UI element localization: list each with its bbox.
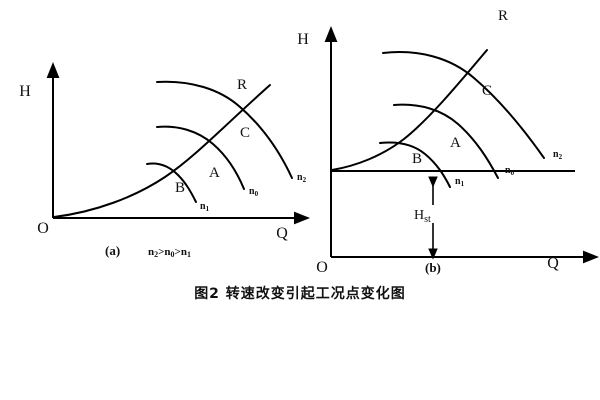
chart-a-curve-label-n0: n0 (249, 186, 259, 198)
chart-a-operating-point-B: B (175, 180, 185, 196)
chart-a-origin-label: O (37, 220, 49, 237)
chart-b-curve-label-n2: n2 (553, 149, 563, 161)
chart-a-pump-curve-n2 (156, 80, 293, 179)
chart-panel-b: H Q O n1 n0 n2 B A C R (297, 8, 599, 276)
chart-a-panel-label: (a) (105, 243, 120, 258)
chart-b-origin-label: O (316, 259, 328, 276)
chart-b-operating-point-B: B (412, 151, 422, 167)
chart-b-static-head-label-backing (412, 205, 454, 223)
chart-a-system-curve-label-R: R (237, 77, 247, 93)
chart-a-pump-curve-n1 (146, 162, 197, 203)
chart-a-y-axis-label: H (19, 83, 31, 100)
figure-caption-wrapper: 图2 转速改变引起工况点变化图 (0, 283, 600, 303)
chart-b-operating-point-C: C (482, 83, 492, 99)
chart-b-curve-label-n1: n1 (455, 176, 465, 188)
chart-a-curve-label-n1: n1 (200, 201, 210, 213)
chart-b-x-axis-label: Q (547, 255, 559, 272)
figure-caption: 图2 转速改变引起工况点变化图 (194, 286, 406, 302)
chart-a-curve-label-n2: n2 (297, 172, 307, 184)
chart-b-y-axis-label: H (297, 31, 309, 48)
chart-a-condition-text: n2>n0>n1 (148, 246, 191, 259)
chart-b-pump-curve-n0 (393, 103, 499, 179)
chart-a-operating-point-A: A (209, 165, 220, 181)
chart-b-panel-label: (b) (425, 260, 441, 275)
chart-panel-a: H Q O n1 n0 n2 B A C R (a) n2>n0>n1 (19, 62, 310, 259)
chart-b-pump-curve-n1 (379, 141, 451, 188)
chart-b-pump-curve-n2 (382, 51, 545, 159)
chart-a-system-resistance-curve-R (53, 84, 271, 218)
chart-a-pump-curve-n0 (156, 125, 245, 190)
chart-b-curve-label-n0: n0 (505, 165, 515, 177)
chart-b-system-curve-label-R: R (498, 8, 508, 24)
chart-a-x-axis-label: Q (276, 225, 288, 242)
chart-b-system-resistance-curve-R (331, 49, 488, 171)
chart-b-operating-point-A: A (450, 135, 461, 151)
chart-a-operating-point-C: C (240, 125, 250, 141)
